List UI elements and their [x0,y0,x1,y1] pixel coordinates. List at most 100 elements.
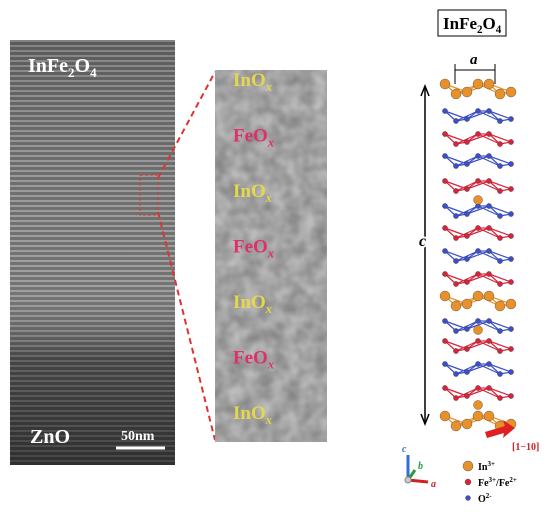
atom [440,411,450,421]
atom [508,279,513,284]
atom [497,188,502,193]
text-part: O [75,55,91,77]
subscript: x [265,302,272,316]
atom [475,131,480,136]
atom [508,186,513,191]
atom [497,141,502,146]
atom [453,213,458,218]
atom [442,318,447,323]
atom [464,211,469,216]
atom [486,131,491,136]
atom [464,279,469,284]
text-part: InO [233,403,266,424]
legend-label: O2- [478,492,492,505]
text-part: InO [233,181,266,202]
atom [484,79,494,89]
lattice-label: c [419,233,426,250]
atom [464,161,469,166]
text-part: InO [233,292,266,313]
atom [464,256,469,261]
subscript: x [267,247,274,261]
subscript: x [265,413,272,427]
atom [474,326,483,335]
atom [497,348,502,353]
atom [484,291,494,301]
atom [508,116,513,121]
axis-label: b [418,461,423,472]
atom [475,225,480,230]
atom [508,393,513,398]
atom [464,326,469,331]
atom [497,281,502,286]
atom [475,178,480,183]
atom [486,108,491,113]
atom [508,326,513,331]
atom [508,369,513,374]
atom [464,346,469,351]
atom [473,411,483,421]
atom [486,385,491,390]
atom [453,141,458,146]
text-part: In [478,462,488,473]
atom [497,235,502,240]
atom [464,369,469,374]
atom [486,178,491,183]
text-part: O [483,14,496,33]
atom [508,161,513,166]
atom [508,233,513,238]
atom [475,361,480,366]
atom [486,361,491,366]
legend-marker [463,461,473,471]
atom [453,371,458,376]
atom [462,87,472,97]
atom [453,163,458,168]
subscript: 4 [496,24,502,36]
atom [442,108,447,113]
atom [451,421,461,431]
atom [475,338,480,343]
atom [453,258,458,263]
axis-label: a [431,479,436,490]
atom [464,233,469,238]
atom [442,203,447,208]
atom [442,225,447,230]
atom [497,371,502,376]
atom [506,299,516,309]
crystal-structure [440,79,516,431]
atom [508,346,513,351]
atom [497,258,502,263]
text-part: Fe [478,478,489,489]
legend-label: In3+ [478,460,495,473]
atom [486,271,491,276]
atom [486,248,491,253]
atom [473,79,483,89]
atom [486,225,491,230]
atom [475,153,480,158]
atom [464,186,469,191]
atom [486,338,491,343]
atom [497,163,502,168]
atom [484,411,494,421]
atom [453,118,458,123]
image-label: InFe2O4 [28,55,97,80]
atom [486,318,491,323]
text-part: InFe [443,14,477,33]
text-part: /Fe [495,478,510,489]
atom [453,328,458,333]
text-part: FeO [233,348,268,369]
atom [475,271,480,276]
subscript: x [267,358,274,372]
image-label: ZnO [30,426,70,448]
atom [464,393,469,398]
text-part: FeO [233,126,268,147]
lattice-label: a [470,52,478,68]
figure: InFe2O4ZnO50nmInOxFeOxInOxFeOxInOxFeOxIn… [0,0,553,514]
atom [473,291,483,301]
atom [453,281,458,286]
atom [475,108,480,113]
atom [475,248,480,253]
atom [442,361,447,366]
legend-marker [466,496,471,501]
atom [508,256,513,261]
text-part: 3+ [487,460,495,468]
